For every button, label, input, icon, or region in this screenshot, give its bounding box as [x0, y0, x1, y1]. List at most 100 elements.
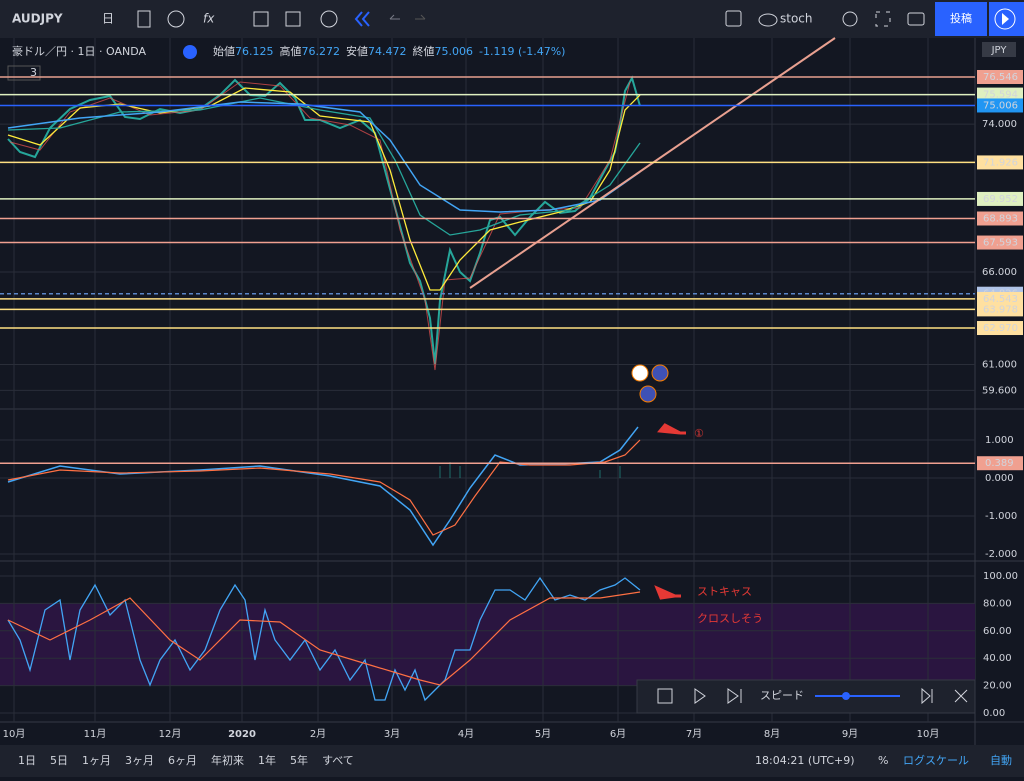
price-label-box	[977, 191, 1023, 206]
range-button[interactable]: 1ヶ月	[82, 754, 111, 767]
price-level-label: 71.926	[983, 157, 1018, 168]
range-button[interactable]: 5年	[290, 753, 308, 767]
replay-bar	[636, 679, 976, 714]
time-tick-label: 3月	[384, 728, 400, 740]
range-button[interactable]: 1年	[258, 753, 276, 767]
ohlc-change: -1.119 (-1.47%)	[479, 45, 565, 58]
chart-title: 豪ドル／円 · 1日 · OANDA	[12, 44, 146, 58]
price-level-label: 62.970	[983, 323, 1018, 334]
price-tick-label: 61.000	[982, 359, 1017, 370]
replay-button[interactable]	[354, 11, 370, 27]
interval[interactable]: 日	[102, 12, 114, 26]
time-tick-label: 2月	[310, 728, 326, 740]
chart-type-button[interactable]	[137, 10, 151, 28]
range-button[interactable]: すべて	[322, 754, 354, 767]
ma-long	[7, 101, 641, 213]
replay-close[interactable]	[954, 689, 968, 703]
replay-forward[interactable]	[921, 687, 933, 705]
price-label-box	[977, 211, 1023, 226]
price-level-label: 67.593	[983, 238, 1018, 249]
time-tick-label: 5月	[535, 728, 551, 740]
annotation-arrow	[654, 585, 681, 600]
ma-mid	[7, 97, 641, 236]
replay-speed-label: スピード	[760, 689, 804, 702]
play-triangle	[1002, 13, 1009, 25]
price-level-label: 69.952	[983, 194, 1018, 205]
snapshot-button[interactable]	[907, 12, 925, 26]
price-tick-label: 66.000	[982, 267, 1017, 278]
range-button[interactable]: 3ヶ月	[125, 754, 154, 767]
macd-histogram	[439, 462, 621, 478]
indicator-toggle[interactable]	[7, 65, 41, 81]
range-button[interactable]: 5日	[50, 754, 68, 767]
price-level-label: 64.543	[983, 294, 1018, 305]
compare-button[interactable]	[167, 10, 185, 28]
indicator-count: 3	[30, 66, 37, 79]
post-button[interactable]	[935, 2, 987, 36]
log-button[interactable]: ログスケール	[903, 753, 969, 767]
ohlc-label: 安値	[346, 44, 368, 58]
speed-thumb[interactable]	[842, 692, 850, 700]
post-label: 投稿	[950, 11, 972, 25]
replay-select[interactable]	[657, 688, 673, 704]
redo-button[interactable]	[415, 14, 426, 20]
macd-level-label: 0.389	[985, 458, 1014, 469]
stoch-tick-label: 0.00	[983, 708, 1005, 719]
stoch-d	[7, 591, 641, 686]
price-level-label: 68.893	[983, 214, 1018, 225]
alarm-button[interactable]	[320, 10, 338, 28]
replay-play[interactable]	[694, 688, 706, 704]
event-icon	[631, 364, 649, 382]
ohlc: 始値 76.125 高値 76.272 安値 74.472 終値 75.006 -1.119 (…	[213, 44, 565, 58]
range-button[interactable]: 年初来	[211, 753, 244, 767]
price-label-box	[977, 302, 1023, 317]
macd-tick-label: -1.000	[985, 511, 1017, 522]
stoch-tick-label: 40.00	[983, 653, 1012, 664]
undo-button[interactable]	[389, 14, 400, 20]
macd-level-box	[977, 456, 1023, 471]
price-label-box	[977, 98, 1023, 113]
alert-button[interactable]	[285, 11, 301, 27]
layout-button[interactable]	[725, 10, 742, 27]
settings-button[interactable]	[842, 11, 858, 27]
stoch-k	[7, 576, 641, 702]
signal-line	[7, 439, 641, 536]
symbol[interactable]: AUDJPY	[12, 12, 63, 26]
percent-button[interactable]: %	[878, 754, 888, 767]
clock: 18:04:21 (UTC+9)	[755, 754, 855, 767]
ohlc-label: 始値	[213, 44, 235, 58]
event-icons	[631, 364, 669, 403]
time-tick-label: 7月	[686, 728, 702, 740]
layout-name[interactable]: stoch	[780, 12, 813, 26]
stoch-tick-label: 20.00	[983, 681, 1012, 692]
range-button[interactable]: 6ヶ月	[168, 754, 197, 767]
price-level-label: 75.594	[983, 90, 1018, 101]
stoch-band	[0, 603, 975, 686]
price-label-box	[977, 87, 1023, 102]
time-tick-label: 12月	[159, 728, 182, 740]
replay-step[interactable]	[727, 688, 742, 704]
event-icon	[651, 364, 669, 382]
annotation: ストキャス	[697, 585, 752, 598]
time-tick-label: 4月	[458, 728, 474, 740]
currency: JPY	[991, 45, 1008, 56]
fullscreen-button[interactable]	[875, 11, 891, 27]
ohlc-value: 74.472	[368, 45, 407, 58]
auto-button[interactable]: 自動	[990, 753, 1012, 767]
price-level-label: 75.006	[983, 100, 1018, 111]
price-level-label: 63.978	[983, 304, 1018, 315]
collapse-button[interactable]	[183, 45, 197, 59]
ohlc-label: 終値	[413, 44, 435, 58]
macd-tick-label: 0.000	[985, 473, 1014, 484]
ohlc-value: 76.272	[302, 45, 341, 58]
annotation: ①	[694, 427, 704, 440]
template-button[interactable]	[253, 11, 269, 27]
indicator-button[interactable]: fx	[203, 12, 215, 26]
time-tick-label: 2020	[228, 729, 256, 740]
price-level-label: 76.546	[983, 72, 1018, 83]
range-button[interactable]: 1日	[18, 754, 36, 767]
time-tick-label: 11月	[84, 728, 107, 740]
price-label-box	[977, 235, 1023, 250]
time-tick-label: 10月	[917, 728, 940, 740]
stoch-tick-label: 60.00	[983, 626, 1012, 637]
